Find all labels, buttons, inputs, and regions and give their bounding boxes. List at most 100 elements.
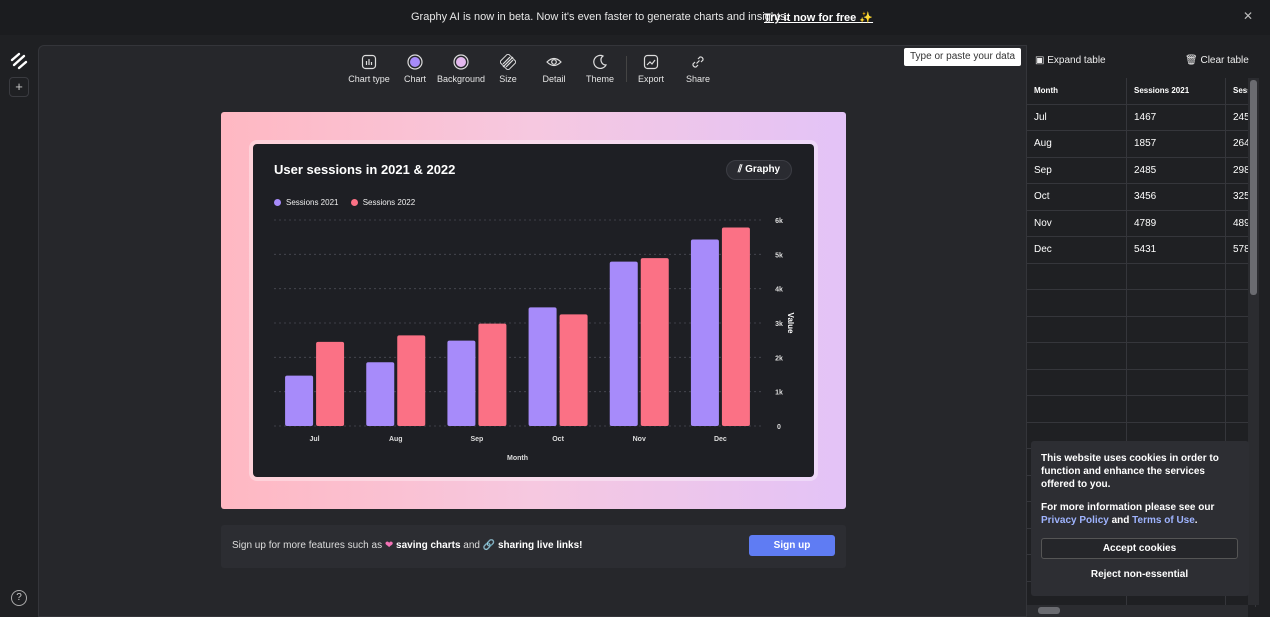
signup-feature-2: sharing live links!: [498, 540, 583, 551]
table-cell[interactable]: 2485: [1127, 157, 1226, 183]
chart-frame[interactable]: User sessions in 2021 & 2022 ⫽ Graphy Se…: [221, 112, 846, 509]
table-cell[interactable]: [1027, 422, 1127, 448]
tool-chart[interactable]: Chart: [387, 54, 443, 84]
table-cell[interactable]: Sep: [1027, 157, 1127, 183]
table-cell[interactable]: Jul: [1027, 104, 1127, 130]
tool-chart-type[interactable]: Chart type: [341, 54, 397, 84]
table-cell[interactable]: [1027, 316, 1127, 342]
tool-label: Export: [637, 74, 664, 84]
table-cell[interactable]: [1127, 316, 1226, 342]
table-cell[interactable]: 3456: [1127, 184, 1226, 210]
table-cell[interactable]: [1027, 369, 1127, 395]
table-cell[interactable]: Dec: [1027, 237, 1127, 263]
table-cell[interactable]: [1027, 290, 1127, 316]
legend-item[interactable]: Sessions 2021: [274, 198, 338, 207]
tool-background[interactable]: Background: [433, 54, 489, 84]
expand-icon: ▣: [1035, 55, 1048, 66]
bar-chart[interactable]: 0 1k 2k 3k 4k 5k 6k Value Jul Aug Sep Oct Nov Dec Mont…: [253, 144, 814, 477]
x-tick-label: Oct: [552, 436, 564, 443]
announcement-banner: Graphy AI is now in beta. Now it's even …: [0, 0, 1270, 35]
graphy-logo-icon: ⫽: [737, 164, 746, 175]
tool-theme[interactable]: Theme: [572, 54, 628, 84]
table-vertical-scrollbar[interactable]: [1248, 78, 1259, 605]
tool-label: Share: [685, 74, 711, 84]
bar-sessions-2022: [559, 314, 588, 426]
accept-cookies-button[interactable]: Accept cookies: [1041, 538, 1238, 559]
y-axis-label: Value: [786, 313, 795, 334]
tool-label: Background: [436, 74, 486, 84]
tool-export[interactable]: Export: [623, 54, 679, 84]
bar-sessions-2022: [721, 227, 750, 426]
table-row: Jul 1467 245: [1027, 104, 1256, 131]
try-it-link[interactable]: Try it now for free ✨: [764, 12, 874, 24]
table-row-empty: [1027, 369, 1256, 396]
table-cell[interactable]: Nov: [1027, 210, 1127, 236]
tool-label: Theme: [585, 74, 614, 84]
help-icon[interactable]: ?: [11, 590, 27, 606]
signup-text: Sign up for more features such as ❤ savi…: [232, 540, 582, 551]
clear-table-button[interactable]: 🗑 Clear table: [1185, 55, 1249, 66]
scroll-thumb[interactable]: [1038, 607, 1060, 614]
x-tick-label: Sep: [470, 436, 483, 443]
table-horizontal-scrollbar[interactable]: [1027, 605, 1248, 617]
sign-up-button[interactable]: Sign up: [749, 535, 835, 556]
table-cell[interactable]: [1127, 396, 1226, 422]
table-cell[interactable]: [1027, 263, 1127, 289]
tool-size[interactable]: Size: [480, 54, 536, 84]
x-axis-label: Month: [507, 455, 528, 462]
table-cell[interactable]: [1127, 422, 1226, 448]
x-tick-label: Dec: [714, 436, 727, 443]
table-row-empty: [1027, 263, 1256, 290]
terms-of-use-link[interactable]: Terms of Use: [1132, 515, 1195, 526]
cookie-message: This website uses cookies in order to fu…: [1041, 453, 1219, 490]
bar-sessions-2021: [609, 261, 638, 426]
column-header[interactable]: Sessions 2021: [1127, 78, 1226, 104]
table-cell[interactable]: Aug: [1027, 131, 1127, 157]
bar-sessions-2022: [316, 341, 345, 426]
table-actions: ▣ Expand table 🗑 Clear table: [1027, 45, 1259, 78]
graphy-logo-icon[interactable]: [10, 52, 28, 70]
column-header[interactable]: Month: [1027, 78, 1127, 104]
y-tick-label: 5k: [775, 252, 783, 259]
table-header-row: Month Sessions 2021 Sess: [1027, 78, 1256, 105]
bar-sessions-2021: [285, 375, 314, 426]
table-cell[interactable]: [1027, 343, 1127, 369]
table-cell[interactable]: [1127, 369, 1226, 395]
size-icon: [500, 54, 516, 70]
table-cell[interactable]: [1127, 290, 1226, 316]
expand-table-button[interactable]: ▣ Expand table: [1035, 55, 1106, 66]
table-cell[interactable]: [1127, 263, 1226, 289]
chart-card[interactable]: User sessions in 2021 & 2022 ⫽ Graphy Se…: [253, 144, 814, 477]
table-cell[interactable]: 1857: [1127, 131, 1226, 157]
bar-sessions-2021: [366, 362, 395, 426]
legend-item[interactable]: Sessions 2022: [350, 198, 416, 207]
cookie-and: and: [1111, 515, 1130, 526]
tool-detail[interactable]: Detail: [526, 54, 582, 84]
table-row-empty: [1027, 316, 1256, 343]
privacy-policy-link[interactable]: Privacy Policy: [1041, 515, 1109, 526]
tool-label: Detail: [542, 74, 566, 84]
table-row-empty: [1027, 343, 1256, 370]
table-row-empty: [1027, 396, 1256, 423]
y-tick-label: 2k: [775, 355, 783, 362]
legend-label: Sessions 2022: [362, 198, 416, 207]
table-cell[interactable]: 4789: [1127, 210, 1226, 236]
table-cell[interactable]: Oct: [1027, 184, 1127, 210]
table-cell[interactable]: 5431: [1127, 237, 1226, 263]
table-cell[interactable]: [1027, 396, 1127, 422]
banner-message: Graphy AI is now in beta. Now it's even …: [411, 11, 789, 23]
close-icon[interactable]: ✕: [1243, 9, 1254, 23]
bar-sessions-2022: [640, 258, 669, 426]
scroll-thumb[interactable]: [1250, 80, 1257, 295]
signup-and: and: [463, 540, 480, 551]
chart-title[interactable]: User sessions in 2021 & 2022: [274, 162, 456, 177]
table-cell[interactable]: 1467: [1127, 104, 1226, 130]
heart-icon: ❤: [384, 540, 394, 551]
chart-legend[interactable]: Sessions 2021 Sessions 2022: [274, 198, 425, 207]
table-row: Oct 3456 325: [1027, 184, 1256, 211]
reject-cookies-button[interactable]: Reject non-essential: [1090, 569, 1189, 580]
table-cell[interactable]: [1127, 343, 1226, 369]
new-chart-button[interactable]: +: [9, 77, 29, 97]
tool-label: Chart: [403, 74, 426, 84]
tool-share[interactable]: Share: [670, 54, 726, 84]
